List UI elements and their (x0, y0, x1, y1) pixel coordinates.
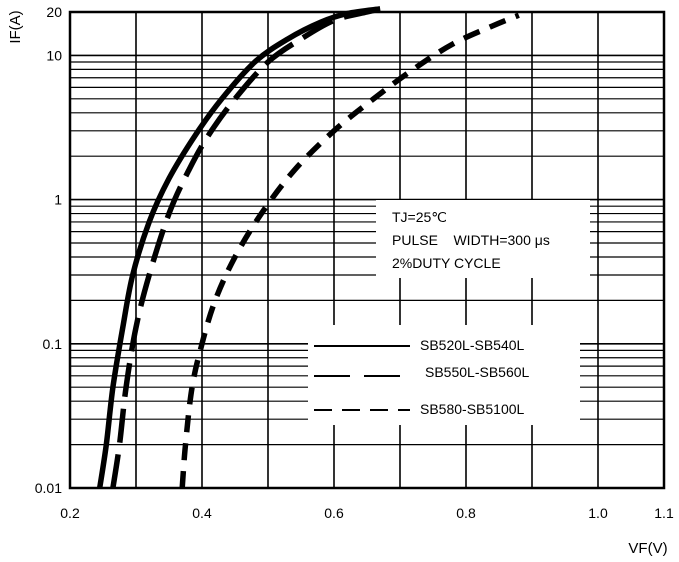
x-tick-label: 0.4 (192, 505, 212, 521)
x-tick-label: 0.2 (60, 505, 80, 521)
x-tick-label: 0.6 (324, 505, 344, 521)
series-line-1 (96, 6, 381, 489)
x-tick-label: 1.0 (588, 505, 608, 521)
x-tick-label: 0.8 (456, 505, 476, 521)
conditions-box-bg (376, 200, 590, 278)
y-tick-label: 1 (54, 192, 62, 208)
x-axis-label: VF(V) (628, 540, 667, 557)
legend-bg (308, 325, 580, 425)
legend-label-1: SB520L-SB540L (420, 337, 525, 353)
y-tick-label: 10 (46, 47, 62, 63)
series-line-3 (179, 12, 520, 489)
y-tick-label: 0.01 (35, 480, 62, 496)
legend: SB520L-SB540L SB550L-SB560L SB580-SB5100… (308, 325, 580, 425)
y-axis-label: IF(A) (7, 10, 24, 43)
series-line-2 (110, 6, 381, 489)
x-tick-label: 1.1 (654, 505, 674, 521)
y-tick-label: 20 (46, 4, 62, 20)
legend-label-2: SB550L-SB560L (425, 364, 530, 380)
y-tick-label: 0.1 (43, 336, 63, 352)
condition-tj: TJ=25℃ (392, 209, 447, 225)
legend-label-3: SB580-SB5100L (420, 401, 525, 417)
conditions-box: TJ=25℃ PULSE WIDTH=300 μs 2%DUTY CYCLE (376, 200, 590, 278)
condition-duty: 2%DUTY CYCLE (392, 255, 501, 271)
curves (96, 6, 520, 489)
tick-labels: 0.2 0.4 0.6 0.8 1.0 1.1 0.01 0.1 1 10 20 (35, 4, 674, 521)
condition-pulse: PULSE WIDTH=300 μs (392, 232, 550, 248)
